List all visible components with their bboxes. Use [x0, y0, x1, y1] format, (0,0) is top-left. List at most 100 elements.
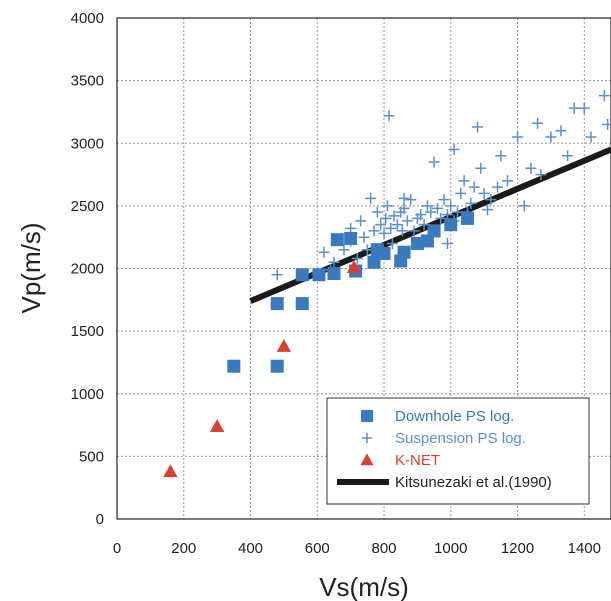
y-tick-label: 3500 — [71, 73, 104, 90]
suspension-point — [408, 225, 420, 237]
downhole-point — [367, 255, 381, 269]
legend-entry: Suspension PS log. — [361, 430, 526, 447]
suspension-point — [455, 187, 467, 199]
y-tick-label: 0 — [96, 511, 104, 528]
data-markers — [163, 90, 611, 478]
suspension-point — [383, 110, 395, 122]
downhole-point — [420, 234, 434, 248]
suspension-point — [380, 212, 392, 224]
downhole-point — [397, 245, 411, 259]
suspension-point — [398, 202, 410, 214]
y-tick-label: 2500 — [71, 198, 104, 215]
suspension-point — [415, 209, 427, 221]
knet-point — [276, 339, 292, 352]
suspension-point — [428, 156, 440, 168]
suspension-point — [381, 200, 393, 212]
downhole-point — [460, 211, 474, 225]
suspension-point — [471, 121, 484, 133]
suspension-point — [481, 204, 494, 216]
downhole-point — [410, 236, 424, 250]
suspension-point — [396, 225, 408, 237]
suspension-point — [421, 200, 433, 212]
suspension-point — [371, 206, 383, 218]
downhole-point — [344, 231, 358, 245]
suspension-point — [391, 219, 403, 231]
legend-triangle-swatch — [360, 453, 374, 466]
suspension-point — [385, 222, 397, 234]
downhole-point — [377, 246, 391, 260]
suspension-point — [398, 192, 410, 204]
legend-label: K-NET — [395, 452, 440, 469]
suspension-point — [468, 181, 480, 193]
suspension-point — [562, 150, 574, 162]
x-tick-label: 600 — [305, 540, 330, 557]
suspension-point — [585, 131, 597, 143]
suspension-point — [448, 143, 460, 156]
suspension-point — [441, 237, 453, 249]
y-tick-label: 2000 — [71, 261, 104, 278]
downhole-point — [270, 297, 284, 311]
suspension-point — [338, 244, 350, 256]
suspension-point — [475, 162, 487, 174]
downhole-point — [295, 297, 309, 311]
suspension-point — [568, 102, 580, 114]
downhole-point — [295, 268, 309, 282]
knet-point — [163, 464, 178, 478]
downhole-point — [227, 359, 241, 373]
y-axis-title: Vp(m/s) — [16, 223, 46, 314]
suspension-point — [578, 102, 590, 114]
suspension-point — [358, 231, 370, 243]
legend-entry: K-NET — [360, 452, 440, 469]
suspension-point — [502, 175, 514, 187]
x-tick-label: 0 — [113, 540, 121, 557]
knet-point — [346, 260, 362, 273]
suspension-point — [478, 187, 490, 199]
suspension-point — [271, 269, 283, 281]
suspension-point — [438, 194, 450, 206]
y-tick-label: 1000 — [71, 386, 104, 403]
legend-entries: Downhole PS log. Suspension PS log. K-NET K… — [337, 408, 552, 491]
suspension-point — [351, 252, 363, 265]
suspension-point — [518, 200, 530, 212]
x-tick-label: 800 — [372, 540, 397, 557]
downhole-point — [327, 267, 341, 281]
downhole-point — [330, 233, 344, 247]
legend-plus-swatch — [361, 432, 373, 444]
downhole-point — [444, 218, 458, 232]
suspension-point — [445, 200, 457, 212]
suspension-point — [386, 237, 398, 249]
suspension-point — [405, 194, 417, 206]
x-tick-label: 1400 — [568, 540, 601, 557]
suspension-point — [328, 256, 340, 268]
suspension-point — [525, 162, 537, 174]
suspension-point — [465, 197, 477, 209]
x-tick-label: 400 — [238, 540, 263, 557]
suspension-point — [368, 225, 380, 237]
downhole-point — [427, 224, 441, 238]
suspension-point — [375, 219, 387, 231]
x-tick-label: 1200 — [501, 540, 534, 557]
legend-square-swatch — [361, 410, 373, 422]
x-tick-label: 1000 — [434, 540, 467, 557]
suspension-point — [431, 202, 443, 214]
legend-label: Kitsunezaki et al.(1990) — [395, 474, 552, 491]
y-tick-label: 3000 — [71, 135, 104, 152]
suspension-point — [512, 131, 524, 143]
x-tick-label: 200 — [171, 540, 196, 557]
suspension-point — [485, 194, 497, 206]
suspension-point — [535, 169, 547, 181]
suspension-point — [555, 125, 567, 137]
suspension-point — [365, 192, 377, 204]
suspension-point — [602, 118, 611, 130]
y-tick-label: 4000 — [71, 10, 104, 27]
suspension-point — [532, 117, 544, 129]
knet-point — [209, 419, 225, 433]
axis-ticks: 0 200 400 600 800 1000 1200 1400 0 500 1000 1500 200… — [71, 10, 601, 557]
legend-entry: Downhole PS log. — [361, 408, 514, 425]
legend: Downhole PS log. Suspension PS log. K-NET K… — [326, 397, 590, 505]
suspension-point — [491, 181, 504, 193]
legend-label: Suspension PS log. — [395, 430, 526, 447]
suspension-point — [458, 175, 470, 187]
legend-entry: Kitsunezaki et al.(1990) — [337, 474, 552, 491]
